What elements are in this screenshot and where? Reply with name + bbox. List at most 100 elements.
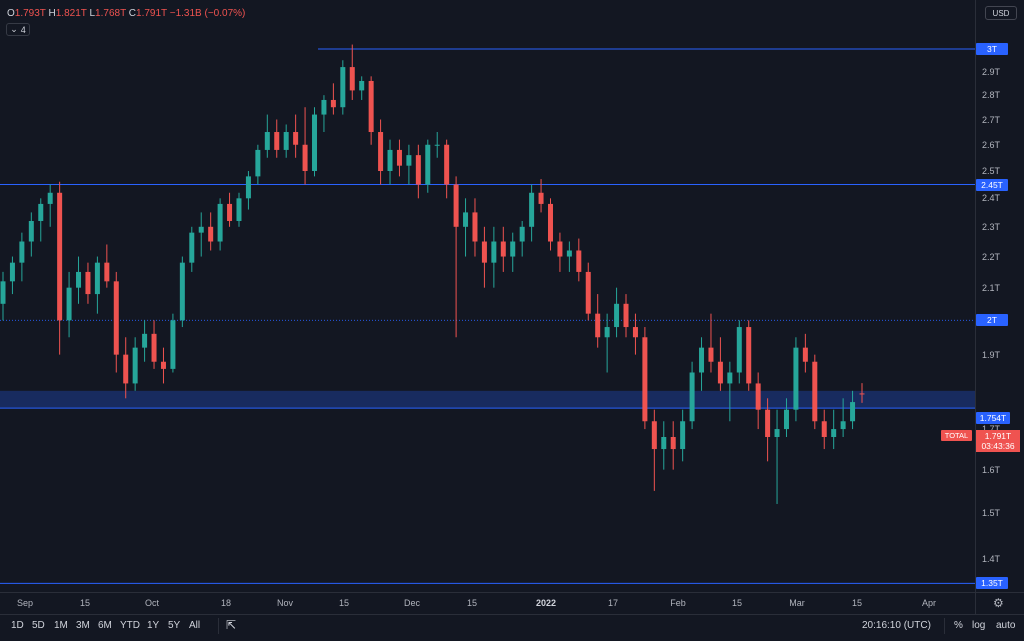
last-price-value: 1.791T <box>984 431 1012 441</box>
price-axis[interactable] <box>975 0 1024 592</box>
candle <box>302 107 308 185</box>
candle <box>491 226 497 288</box>
candle <box>736 320 742 384</box>
gear-icon[interactable]: ⚙ <box>993 596 1004 610</box>
candle <box>245 171 251 210</box>
chart-pane[interactable] <box>0 0 975 592</box>
range-button-1m[interactable]: 1M <box>54 620 68 631</box>
range-button-1y[interactable]: 1Y <box>147 620 160 631</box>
candle <box>510 232 516 272</box>
time-tick: Nov <box>276 598 294 608</box>
price-tick: 1.4T <box>982 554 1001 564</box>
candle <box>717 337 723 391</box>
candle <box>453 176 459 338</box>
time-tick: 15 <box>79 598 91 608</box>
candle <box>264 114 270 158</box>
open-value: 1.793T <box>14 8 46 19</box>
candle <box>330 83 336 115</box>
range-button-1d[interactable]: 1D <box>11 620 24 631</box>
time-tick: 2022 <box>535 598 557 608</box>
range-button-5d[interactable]: 5D <box>32 620 45 631</box>
level-badge: 1.754T <box>976 412 1010 425</box>
candle <box>415 144 421 199</box>
candle <box>812 354 818 430</box>
price-chart[interactable] <box>0 0 975 592</box>
candle <box>434 132 440 158</box>
price-tick: 2.5T <box>982 166 1001 176</box>
log-toggle[interactable]: log <box>972 620 986 631</box>
time-axis[interactable] <box>0 592 975 615</box>
candle <box>236 192 242 227</box>
candle <box>557 232 563 272</box>
candle <box>463 198 469 257</box>
separator <box>218 618 219 634</box>
candle <box>151 320 157 369</box>
candle <box>170 313 176 373</box>
candle <box>472 198 478 257</box>
price-tick: 2.3T <box>982 221 1001 232</box>
price-tick: 1.9T <box>982 349 1001 360</box>
candle <box>274 119 280 158</box>
currency-button[interactable]: USD <box>985 6 1017 20</box>
candle <box>689 361 695 430</box>
price-tick: 2.2T <box>982 251 1001 262</box>
candle <box>840 398 846 437</box>
candle <box>340 60 346 115</box>
range-button-6m[interactable]: 6M <box>98 620 112 631</box>
candle <box>481 226 487 288</box>
bar-countdown: 03:43:36 <box>981 441 1015 451</box>
auto-toggle[interactable]: auto <box>996 620 1016 631</box>
percent-toggle[interactable]: % <box>954 620 963 631</box>
indicators-count: 4 <box>20 24 26 35</box>
candle <box>519 221 525 257</box>
price-tick: 1.5T <box>982 507 1001 518</box>
candle <box>566 241 572 272</box>
candle <box>576 238 582 282</box>
candle <box>255 144 261 185</box>
range-button-5y[interactable]: 5Y <box>168 620 181 631</box>
time-tick: 15 <box>466 598 478 608</box>
candle <box>283 124 289 158</box>
indicators-toggle-button[interactable]: ⌄ 4 <box>6 23 30 36</box>
candle <box>94 256 100 314</box>
candle <box>85 262 91 304</box>
candle <box>179 256 185 328</box>
candle <box>802 333 808 373</box>
candle <box>727 361 733 422</box>
range-button-ytd[interactable]: YTD <box>120 620 140 631</box>
range-button-3m[interactable]: 3M <box>76 620 90 631</box>
candle <box>47 184 53 227</box>
bottom-toolbar <box>0 614 1024 641</box>
open-key: O <box>7 8 15 19</box>
candle <box>538 179 544 213</box>
clock[interactable]: 20:16:10 (UTC) <box>862 620 931 631</box>
chevron-down-icon: ⌄ <box>10 24 18 34</box>
symbol-tag: TOTAL <box>941 430 972 441</box>
range-button-all[interactable]: All <box>189 620 201 631</box>
low-value: 1.768T <box>95 8 126 19</box>
candle <box>623 294 629 338</box>
candle <box>850 390 856 430</box>
candle <box>368 76 374 145</box>
candle <box>604 313 610 373</box>
candle <box>425 139 431 193</box>
candle <box>189 226 195 272</box>
low-key: L <box>89 8 96 19</box>
ohlc-legend: O1.793T H1.821T L1.768T C1.791T −1.31B (… <box>7 8 245 19</box>
last-price-badge: 1.791T 03:43:36 <box>976 430 1020 452</box>
candle <box>76 256 82 304</box>
date-range-icon[interactable]: ⇱ <box>226 618 237 632</box>
candle <box>529 184 535 242</box>
change-value: −1.31B (−0.07%) <box>169 8 246 19</box>
candle <box>642 327 648 430</box>
candle <box>859 383 865 403</box>
close-value: 1.791T <box>136 8 167 19</box>
candle <box>708 313 714 373</box>
candle <box>132 337 138 391</box>
candle <box>38 198 44 242</box>
time-tick: Sep <box>16 598 34 608</box>
candle <box>312 107 318 177</box>
time-tick: Mar <box>789 598 805 608</box>
price-tick: 2.9T <box>982 66 1001 77</box>
candle <box>783 398 789 437</box>
